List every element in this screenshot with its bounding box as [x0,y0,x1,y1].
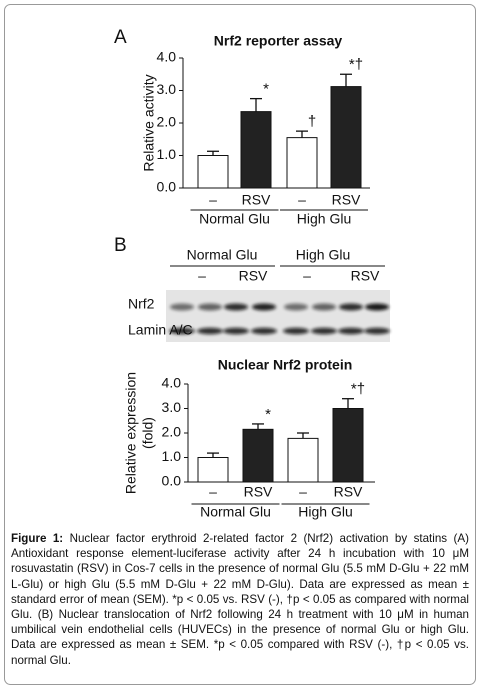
x-tick-label: – [209,192,217,208]
band [283,327,309,335]
frame [4,4,476,685]
y-tick-label: 2.0 [162,424,182,440]
band [339,303,363,311]
caption-text: Nuclear factor erythroid 2-related facto… [11,532,469,667]
bar [197,155,229,189]
bar [240,111,272,189]
x-tick-label: RSV [334,484,363,500]
band [311,327,337,335]
band [312,303,336,311]
bar [330,86,362,189]
y-tick-label: 1.0 [162,448,182,464]
bar [197,457,229,483]
annotation: * [263,81,269,98]
chart-title: Nrf2 reporter assay [214,33,343,49]
annotation: * [265,406,271,423]
band [364,327,390,335]
caption: Figure 1: Nuclear factor erythroid 2-rel… [11,531,469,668]
band [223,327,249,335]
group-label: Normal Glu [200,504,271,520]
band [198,303,222,311]
x-tick-label: – [299,484,307,500]
band [338,327,364,335]
x-tick-label: – [298,192,306,208]
y-tick-label: 3.0 [157,81,177,97]
band [170,303,194,311]
panel-label: B [114,235,127,256]
x-tick-label: – [209,484,217,500]
band [252,303,276,311]
band [365,303,389,311]
bar [287,437,319,483]
caption-label: Figure 1: [11,532,64,545]
bar [286,137,318,189]
band [251,327,277,335]
bar [332,408,364,483]
blot-row-label: Nrf2 [128,296,155,312]
blot-group-label: High Glu [296,247,350,263]
y-tick-label: 2.0 [157,114,177,130]
chart-title: Nuclear Nrf2 protein [218,357,353,373]
blot-background [166,290,390,342]
band [169,327,195,335]
lane-label: – [198,268,206,284]
band [197,327,223,335]
y-tick-label: 4.0 [157,49,177,65]
y-tick-label: 3.0 [162,399,182,415]
x-tick-label: RSV [332,192,361,208]
y-axis-label: Relative expression [123,372,139,494]
y-tick-label: 0.0 [162,473,182,489]
panel-label: A [114,27,127,48]
x-tick-label: RSV [244,484,273,500]
annotation: *† [349,56,363,73]
group-label: High Glu [298,504,352,520]
band [224,303,248,311]
lane-label: – [303,268,311,284]
lane-label: RSV [239,268,268,284]
lane-label: RSV [351,268,380,284]
annotation: *† [351,381,365,398]
bar [242,428,274,483]
y-axis-label: (fold) [140,417,156,449]
annotation: † [308,113,316,130]
group-label: High Glu [297,211,351,227]
group-label: Normal Glu [199,211,270,227]
blot-group-label: Normal Glu [187,247,258,263]
y-axis-label: Relative activity [141,74,157,171]
y-tick-label: 1.0 [157,146,177,162]
x-tick-label: RSV [242,192,271,208]
y-tick-label: 0.0 [157,179,177,195]
y-tick-label: 4.0 [162,375,182,391]
band [284,303,308,311]
